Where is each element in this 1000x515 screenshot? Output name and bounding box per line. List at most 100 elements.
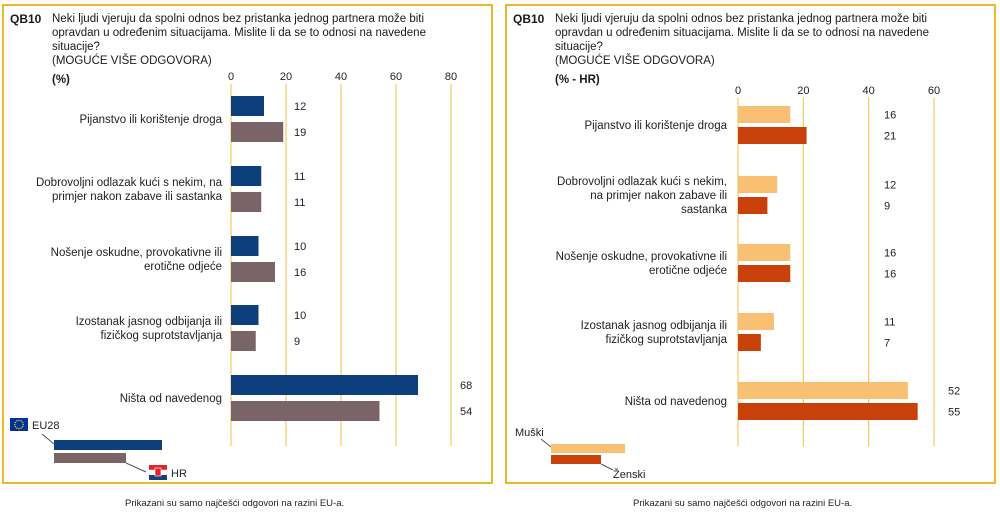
value-label: 11 — [884, 317, 895, 329]
question-text: Neki ljudi vjeruju da spolni odnos bez p… — [52, 12, 472, 68]
category-label: Ništa od navedenog — [120, 393, 222, 405]
bar — [738, 382, 908, 399]
legend-label: HR — [171, 468, 187, 480]
category-label: Nošenje oskudne, provokativne ili erotičn… — [556, 251, 727, 277]
bar — [738, 403, 918, 420]
value-label: 12 — [884, 180, 896, 192]
value-label: 11 — [294, 171, 305, 183]
footnote-left: Prikazani su samo najčešći odgovori na r… — [125, 498, 345, 509]
value-label: 54 — [460, 406, 472, 418]
category-label: Izostanak jasnog odbijanja ili fizičkog s… — [76, 316, 223, 342]
x-tick-label: 0 — [228, 71, 234, 83]
legend-label: Muški — [515, 427, 544, 439]
value-label: 12 — [294, 101, 306, 113]
value-label: 52 — [948, 386, 960, 398]
legend-connector — [540, 438, 552, 448]
bar — [738, 244, 791, 261]
legend-connector — [600, 463, 614, 471]
value-label: 9 — [294, 336, 300, 348]
bar-chart-eu: 0 20 40 60 80 12 19 Pijanstvo ili korištenje dr… — [10, 71, 472, 480]
legend-connector — [41, 433, 55, 445]
value-label: 55 — [948, 407, 960, 419]
category-label: Ništa od navedenog — [625, 396, 727, 408]
value-label: 68 — [460, 380, 472, 392]
value-label: 21 — [884, 131, 896, 143]
bar — [231, 401, 380, 421]
value-label: 16 — [884, 269, 896, 281]
legend-label: Ženski — [613, 468, 645, 481]
unit-label: (% - HR) — [555, 74, 600, 86]
x-tick-label: 80 — [445, 71, 457, 83]
value-label: 9 — [884, 201, 890, 213]
value-label: 16 — [884, 248, 896, 260]
value-label: 10 — [294, 310, 306, 322]
value-label: 11 — [294, 197, 305, 209]
legend-swatch — [551, 455, 601, 464]
bar — [231, 122, 284, 142]
eu-flag-star — [22, 423, 24, 426]
legend-swatch — [54, 440, 162, 450]
x-tick-label: 40 — [863, 85, 875, 97]
eu-flag-icon — [10, 418, 28, 431]
legend-connector — [125, 462, 147, 473]
question-body: Neki ljudi vjeruju da spolni odnos bez p… — [52, 13, 426, 53]
legend-label: EU28 — [32, 420, 60, 432]
legend-swatch — [551, 444, 625, 453]
eu-flag-star — [14, 423, 16, 426]
bar — [738, 106, 791, 123]
value-label: 19 — [294, 127, 306, 139]
eu-flag-star — [18, 428, 20, 430]
bar — [231, 236, 259, 256]
x-tick-label: 0 — [735, 85, 741, 97]
hr-flag-stripe — [149, 475, 167, 480]
legend-swatch — [54, 453, 126, 463]
question-code: QB10 — [10, 12, 42, 26]
eu-flag-star — [14, 421, 17, 424]
bar — [738, 265, 791, 282]
x-tick-label: 20 — [280, 71, 292, 83]
question-note: (MOGUĆE VIŠE ODGOVORA) — [52, 55, 212, 67]
eu-flag-star — [14, 425, 17, 428]
value-label: 10 — [294, 241, 306, 253]
category-label: Izostanak jasnog odbijanja ili fizičkog s… — [581, 320, 728, 346]
x-tick-label: 20 — [797, 85, 809, 97]
x-tick-label: 60 — [928, 85, 940, 97]
bar — [231, 262, 275, 282]
chart-panel-hr-gender: QB10 Neki ljudi vjeruju da spolni odnos … — [505, 4, 996, 484]
eu-flag-star — [21, 421, 24, 424]
value-label: 16 — [884, 110, 896, 122]
bar — [738, 176, 778, 193]
bar — [231, 331, 256, 351]
question-body: Neki ljudi vjeruju da spolni odnos bez p… — [555, 13, 929, 53]
eu-flag-star — [16, 427, 18, 429]
footnote-right: Prikazani su samo najčešći odgovori na r… — [633, 498, 853, 509]
bar — [738, 197, 768, 214]
value-label: 7 — [884, 338, 890, 350]
eu-flag-star — [20, 427, 22, 429]
hr-flag-icon — [149, 465, 167, 470]
eu-flag-star — [18, 419, 20, 421]
category-label: Dobrovoljni odlazak kući s nekim, na prim… — [557, 176, 728, 216]
bar — [738, 334, 761, 351]
bar — [231, 166, 262, 186]
question-text: Neki ljudi vjeruju da spolni odnos bez p… — [555, 12, 975, 68]
question-note: (MOGUĆE VIŠE ODGOVORA) — [555, 55, 715, 67]
bar — [738, 127, 807, 144]
bar — [231, 96, 264, 116]
eu-flag-star — [16, 420, 18, 422]
category-label: Dobrovoljni odlazak kući s nekim, na prim… — [36, 177, 223, 203]
category-label: Pijanstvo ili korištenje droga — [584, 120, 727, 132]
eu-flag-star — [21, 425, 24, 428]
chart-panel-eu: QB10 Neki ljudi vjeruju da spolni odnos … — [2, 4, 493, 484]
bar — [231, 305, 259, 325]
bar-chart-hr-gender: 0 20 40 60 16 21 Pijanstvo ili korištenje drog… — [515, 85, 960, 481]
question-code: QB10 — [513, 12, 545, 26]
x-tick-label: 40 — [335, 71, 347, 83]
x-tick-label: 60 — [390, 71, 402, 83]
bar — [738, 313, 774, 330]
unit-label: (%) — [52, 74, 70, 86]
eu-flag-star — [20, 420, 22, 422]
category-label: Pijanstvo ili korištenje droga — [79, 114, 222, 126]
bar — [231, 192, 262, 212]
hr-flag-shield — [154, 467, 162, 477]
